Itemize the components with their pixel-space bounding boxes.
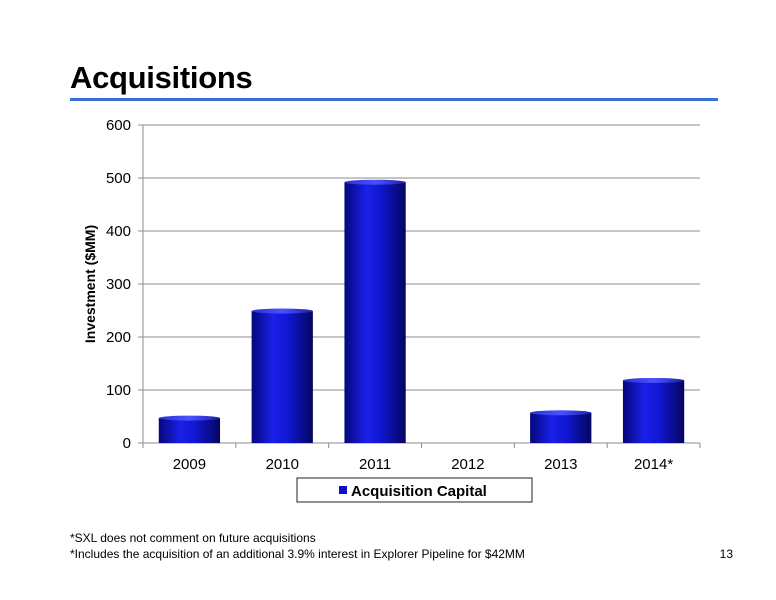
gridlines xyxy=(143,124,700,444)
bar-body xyxy=(344,182,406,444)
bar-cap xyxy=(158,415,221,421)
footnote-1: *SXL does not comment on future acquisit… xyxy=(70,531,316,545)
title-underline xyxy=(70,98,718,101)
bar xyxy=(530,410,592,443)
bar-chart: 0 100 200 300 400 500 600 2009 2010 2011 2012 2013… xyxy=(82,117,701,503)
x-tick-label: 2014* xyxy=(634,456,673,473)
legend-label: Acquisition Capital xyxy=(351,483,487,500)
x-tick-label: 2012 xyxy=(451,456,484,473)
x-tick-label: 2011 xyxy=(359,456,391,473)
bar-body xyxy=(251,311,313,443)
legend-swatch xyxy=(339,486,347,494)
bar-cap xyxy=(251,308,313,314)
page-number: 13 xyxy=(719,547,733,561)
y-tick-label: 0 xyxy=(123,435,131,452)
bars xyxy=(158,179,685,444)
bar-cap xyxy=(530,410,592,416)
y-tick-label: 500 xyxy=(106,170,131,187)
x-axis-ticks: 2009 2010 2011 2012 2013 2014* xyxy=(142,443,701,473)
x-tick-label: 2010 xyxy=(266,456,299,473)
bar-body xyxy=(530,412,592,443)
bar xyxy=(158,415,221,443)
y-tick-label: 100 xyxy=(106,382,131,399)
legend-box xyxy=(296,477,533,503)
bar-body xyxy=(622,380,685,443)
bar xyxy=(344,179,406,444)
bar xyxy=(622,377,685,443)
y-axis-label: Investment ($MM) xyxy=(82,225,98,343)
bar-cap xyxy=(344,179,406,185)
y-tick-label: 600 xyxy=(106,117,131,134)
y-tick-label: 400 xyxy=(106,223,131,240)
x-tick-label: 2013 xyxy=(544,456,577,473)
page-title: Acquisitions xyxy=(70,60,253,95)
footnote-2: *Includes the acquisition of an addition… xyxy=(70,547,525,561)
y-axis-ticks: 0 100 200 300 400 500 600 xyxy=(106,117,143,452)
bar-cap xyxy=(622,377,685,383)
y-tick-label: 200 xyxy=(106,329,131,346)
bar-body xyxy=(158,418,221,443)
bar xyxy=(251,308,313,443)
x-tick-label: 2009 xyxy=(173,456,206,473)
legend: Acquisition Capital xyxy=(296,477,533,503)
y-tick-label: 300 xyxy=(106,276,131,293)
